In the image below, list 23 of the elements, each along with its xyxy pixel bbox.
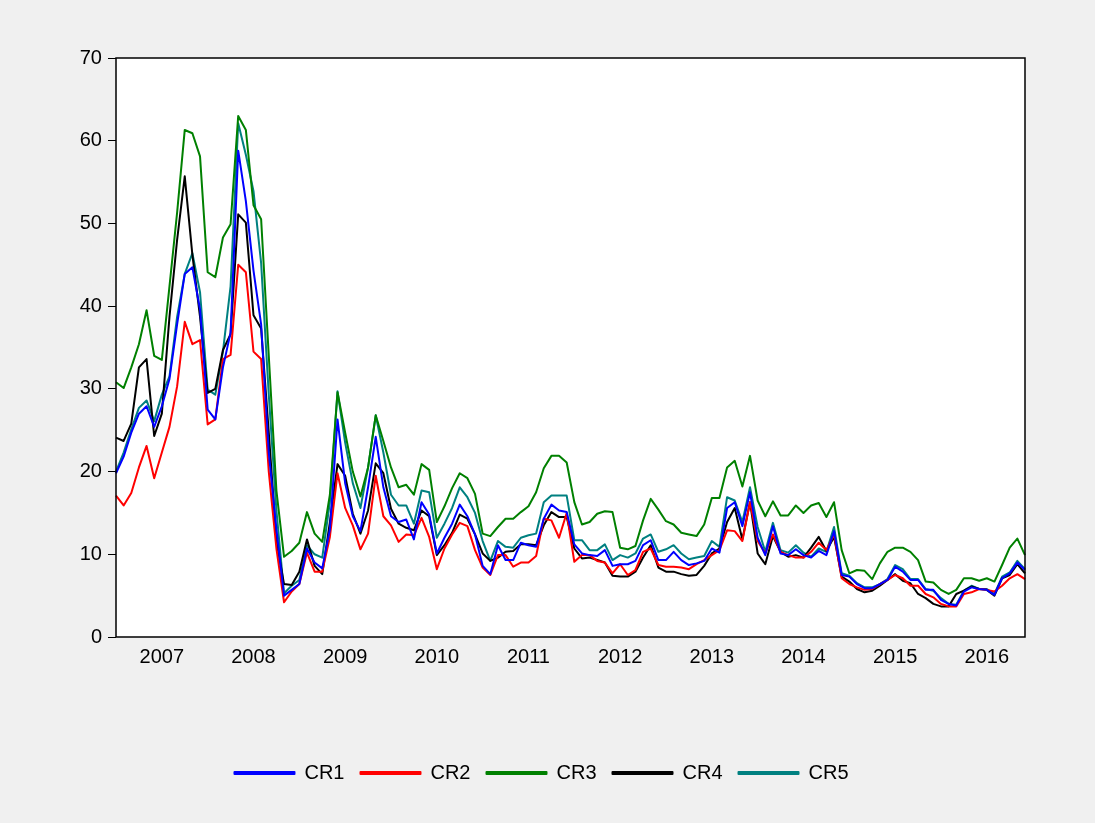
x-tick-label: 2016: [964, 644, 1010, 667]
legend-label: CR2: [430, 760, 471, 783]
y-tick-label: 10: [79, 541, 102, 564]
y-tick-label: 0: [90, 624, 102, 647]
legend-label: CR3: [556, 760, 597, 783]
legend-label: CR1: [304, 760, 345, 783]
legend-label: CR5: [808, 760, 849, 783]
x-tick-label: 2014: [781, 644, 826, 667]
y-tick-label: 50: [79, 210, 102, 233]
y-tick-label: 40: [79, 293, 102, 316]
x-tick-label: 2012: [597, 644, 643, 667]
x-tick-label: 2008: [231, 644, 276, 667]
y-tick-label: 30: [79, 376, 102, 399]
x-tick-label: 2015: [872, 644, 918, 667]
x-tick-label: 2009: [322, 644, 368, 667]
y-tick-label: 20: [79, 459, 102, 482]
x-tick-label: 2010: [414, 644, 460, 667]
y-tick-label: 60: [79, 128, 102, 151]
legend-label: CR4: [682, 760, 723, 783]
x-tick-label: 2007: [139, 644, 185, 667]
x-tick-label: 2013: [689, 644, 735, 667]
y-tick-label: 70: [79, 45, 102, 68]
x-tick-label: 2011: [506, 644, 550, 667]
